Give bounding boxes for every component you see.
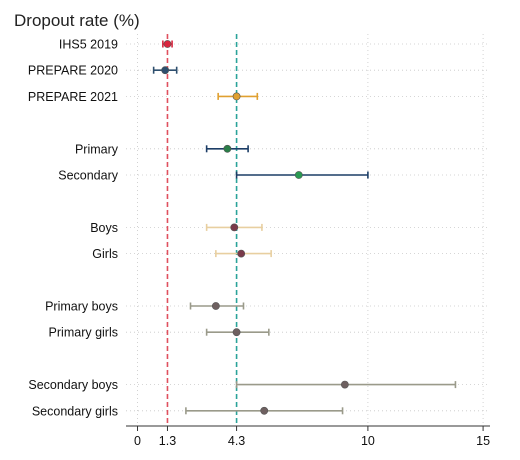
category-label-5: Boys: [90, 221, 118, 235]
x-tick-label-0: 0: [134, 434, 141, 448]
estimate-rows: IHS5 2019 PREPARE 2020 PREPARE 2021 Primary…: [28, 38, 457, 418]
category-label-2: PREPARE 2021: [28, 90, 118, 104]
category-label-6: Girls: [92, 247, 118, 261]
point-estimate-3: [223, 144, 232, 153]
category-label-4: Secondary: [58, 169, 119, 183]
category-label-9: Secondary boys: [28, 378, 118, 392]
category-label-8: Primary girls: [49, 326, 118, 340]
point-estimate-7: [211, 302, 220, 310]
point-estimate-4: [294, 171, 303, 179]
x-tick-label-1: 1.3: [159, 434, 176, 448]
grid-lines: [126, 34, 490, 426]
row-4: Secondary: [58, 169, 369, 183]
chart-title: Dropout rate (%): [14, 11, 140, 30]
row-9: Secondary boys: [28, 378, 457, 392]
row-8: Primary girls: [49, 326, 270, 340]
category-label-0: IHS5 2019: [59, 38, 118, 52]
row-2: PREPARE 2021: [28, 90, 259, 104]
row-1: PREPARE 2020: [28, 64, 178, 78]
row-6: Girls: [92, 247, 272, 261]
category-label-1: PREPARE 2020: [28, 64, 118, 78]
x-tick-label-4: 15: [476, 434, 490, 448]
x-tick-label-2: 4.3: [228, 434, 245, 448]
x-tick-label-3: 10: [361, 434, 375, 448]
point-estimate-0: [163, 40, 172, 48]
row-10: Secondary girls: [32, 404, 344, 418]
point-estimate-1: [161, 66, 170, 75]
reference-lines: [166, 34, 238, 426]
row-3: Primary: [75, 142, 249, 156]
category-label-3: Primary: [75, 142, 119, 156]
point-estimate-10: [260, 406, 269, 415]
point-estimate-6: [237, 249, 246, 258]
point-estimate-8: [232, 328, 241, 337]
row-5: Boys: [90, 221, 263, 235]
point-estimate-5: [230, 223, 239, 232]
category-label-10: Secondary girls: [32, 404, 118, 418]
row-0: IHS5 2019: [59, 38, 173, 52]
row-7: Primary boys: [45, 300, 245, 314]
point-estimate-9: [340, 380, 349, 389]
category-label-7: Primary boys: [45, 300, 118, 314]
point-estimate-2: [232, 92, 241, 101]
x-axis: 0 1.3 4.3 10 15: [126, 425, 490, 448]
